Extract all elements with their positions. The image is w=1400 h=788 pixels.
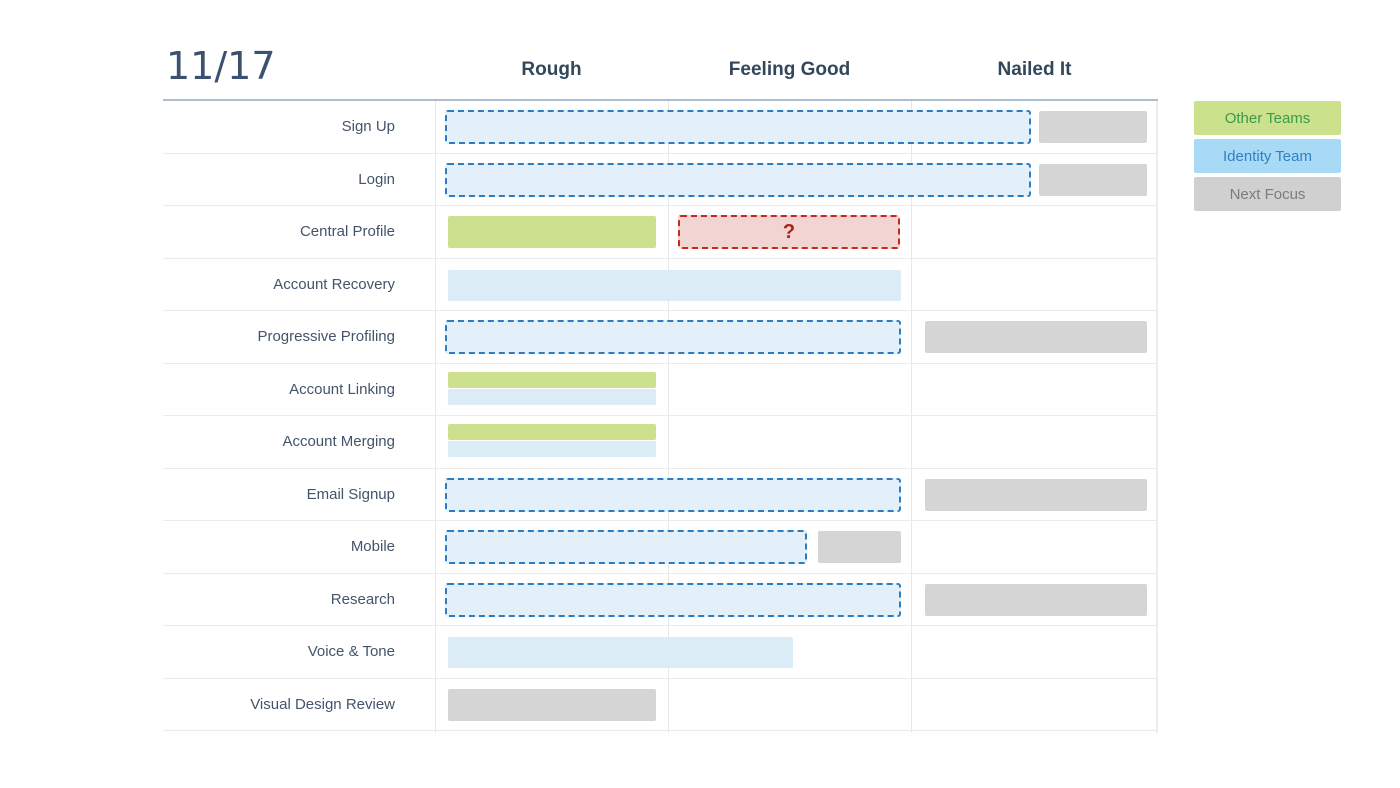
bar-identity[interactable] [448, 269, 901, 301]
bar-identity-dashed[interactable] [445, 162, 1031, 197]
row-label: Voice & Tone [307, 643, 395, 661]
bar-identity-dashed[interactable] [445, 320, 901, 354]
column-headers: Rough Feeling Good Nailed It [163, 55, 1158, 85]
bar-next-focus[interactable] [925, 321, 1147, 353]
column-header-rough: Rough [521, 59, 582, 80]
bar-identity[interactable] [448, 388, 656, 405]
table-row: Research [163, 574, 1158, 626]
legend: Other Teams Identity Team Next Focus [1194, 101, 1341, 215]
table-row: Account Merging [163, 416, 1158, 469]
column-header-feeling-good: Feeling Good [728, 59, 851, 80]
bar-next-focus[interactable] [925, 478, 1147, 511]
row-label: Central Profile [299, 223, 395, 241]
bar-identity-dashed[interactable] [445, 477, 901, 512]
bar-question-dashed[interactable]: ? [678, 215, 900, 249]
bar-next-focus[interactable] [1039, 111, 1147, 143]
row-label: Login [358, 170, 395, 188]
table-row: Visual Design Review [163, 679, 1158, 731]
bar-next-focus[interactable] [448, 688, 656, 721]
legend-next-focus: Next Focus [1194, 177, 1341, 211]
row-label: Account Linking [289, 380, 395, 398]
table-row: Account Linking [163, 364, 1158, 416]
bar-next-focus[interactable] [925, 583, 1147, 616]
table-row: Voice & Tone [163, 626, 1158, 679]
bar-other-teams[interactable] [448, 371, 656, 388]
table-row: Account Recovery [163, 259, 1158, 311]
grid-vline [1156, 101, 1158, 733]
column-header-nailed-it: Nailed It [997, 59, 1072, 80]
bar-identity[interactable] [448, 637, 793, 668]
bar-identity-dashed[interactable] [445, 582, 901, 617]
page-title: 11/17 [166, 44, 276, 88]
row-label: Mobile [350, 538, 395, 556]
status-grid: Sign Up Login Central Profile? Account Reco… [163, 99, 1158, 733]
grid-vline [911, 101, 912, 733]
table-row: Login [163, 154, 1158, 206]
legend-other-teams: Other Teams [1194, 101, 1341, 135]
table-row: Sign Up [163, 101, 1158, 154]
row-label: Account Recovery [273, 275, 395, 293]
bar-other-teams[interactable] [448, 216, 656, 248]
bar-identity[interactable] [448, 441, 656, 457]
row-label: Visual Design Review [250, 695, 395, 713]
row-label: Email Signup [306, 485, 395, 503]
grid-vline [668, 101, 669, 733]
row-label: Sign Up [341, 118, 395, 136]
table-row: Email Signup [163, 469, 1158, 521]
table-row: Progressive Profiling [163, 311, 1158, 364]
grid-rows: Sign Up Login Central Profile? Account Reco… [163, 101, 1158, 731]
grid-vline [435, 101, 436, 733]
bar-next-focus[interactable] [1039, 163, 1147, 196]
bar-identity-dashed[interactable] [445, 110, 1031, 144]
bar-identity-dashed[interactable] [445, 530, 807, 564]
bar-other-teams[interactable] [448, 424, 656, 440]
legend-identity-team: Identity Team [1194, 139, 1341, 173]
row-label: Research [330, 590, 395, 608]
row-label: Progressive Profiling [257, 328, 395, 346]
table-row: Mobile [163, 521, 1158, 574]
table-row: Central Profile? [163, 206, 1158, 259]
bar-next-focus[interactable] [818, 531, 901, 563]
row-label: Account Merging [282, 433, 395, 451]
